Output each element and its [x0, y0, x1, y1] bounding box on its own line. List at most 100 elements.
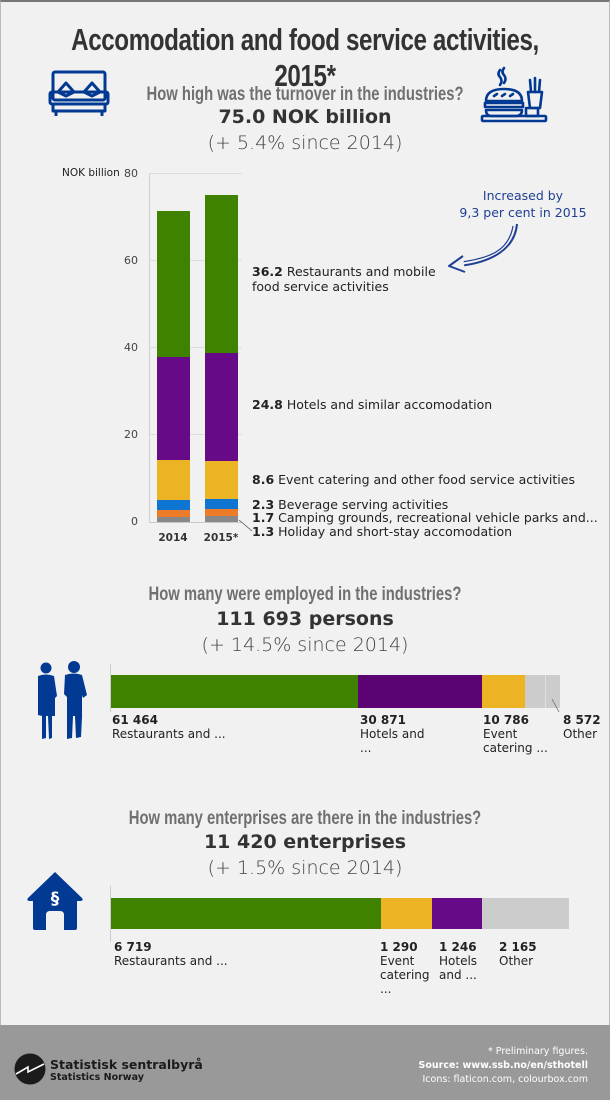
svg-text:§: § [51, 889, 60, 909]
bar-segment-holiday[interactable] [205, 516, 238, 522]
x-axis-line [149, 522, 242, 523]
employment-label-hotels: 30 871 Hotels and ... [360, 713, 424, 755]
bar-segment-hotels[interactable] [205, 353, 238, 461]
bar-segment-camping[interactable] [205, 509, 238, 516]
gridline [150, 260, 242, 261]
source-link[interactable]: Source: www.ssb.no/en/sthotell [418, 1060, 588, 1071]
segment-label-line2: ... [360, 741, 372, 755]
bar-2015[interactable] [205, 195, 238, 522]
bar-2014[interactable] [157, 211, 190, 522]
legend-label: Camping grounds, recreational vehicle pa… [278, 510, 598, 525]
curved-arrow-icon [445, 222, 525, 286]
segment-value: 8 572 [563, 713, 601, 727]
y-tick-80: 80 [124, 167, 138, 180]
bar-segment-beverage[interactable] [205, 499, 238, 509]
ssb-logo-icon [14, 1053, 46, 1089]
legend-value: 36.2 [252, 264, 283, 279]
segment-value: 1 290 [380, 940, 418, 954]
employment-bar-restaurants[interactable] [111, 675, 358, 708]
legend-value: 1.3 [252, 524, 275, 539]
legend-value: 1.7 [252, 510, 275, 525]
enterprises-label-other: 2 165 Other [499, 940, 537, 968]
turnover-headline: 75.0 NOK billion [218, 106, 392, 128]
legend-beverage: 2.3 Beverage serving activities [252, 498, 448, 511]
leader-line [551, 698, 561, 718]
gridline [150, 434, 242, 435]
bar-baseline [110, 886, 111, 942]
employment-bar-event-catering[interactable] [482, 675, 525, 708]
employment-bar-other-b[interactable] [545, 675, 560, 708]
legend-value: 2.3 [252, 497, 275, 512]
enterprises-bar-restaurants[interactable] [111, 898, 381, 929]
segment-label: Restaurants and ... [114, 954, 228, 968]
legend-label: Holiday and short-stay accomodation [278, 524, 513, 539]
bar-segment-event-catering[interactable] [205, 461, 238, 499]
legend-value: 24.8 [252, 397, 283, 412]
legend-label: Hotels and similar accomodation [286, 397, 493, 412]
y-tick-40: 40 [124, 341, 138, 354]
segment-label: Other [499, 954, 534, 968]
annotation-line1: Increased by [482, 188, 564, 203]
turnover-change: (+ 5.4% since 2014) [207, 132, 403, 154]
x-label-2014: 2014 [158, 532, 188, 544]
enterprises-change: (+ 1.5% since 2014) [207, 857, 403, 879]
infographic-panel [0, 0, 610, 1025]
turnover-question: How high was the turnover in the industr… [146, 84, 464, 105]
bar-segment-holiday[interactable] [157, 517, 190, 522]
employment-bar-other-a[interactable] [525, 675, 545, 708]
bar-segment-event-catering[interactable] [157, 460, 190, 500]
enterprises-bar-hotels[interactable] [432, 898, 482, 929]
enterprises-label-restaurants: 6 719 Restaurants and ... [114, 940, 228, 968]
enterprises-bar-other[interactable] [482, 898, 569, 929]
logo-name: Statistisk sentralbyrå [50, 1057, 203, 1072]
segment-label-line2: catering ... [483, 741, 548, 755]
legend-label: Event catering and other food service ac… [278, 472, 575, 487]
segment-label: Other [563, 727, 598, 741]
enterprises-question: How many enterprises are there in the in… [128, 808, 482, 829]
employment-label-restaurants: 61 464 Restaurants and ... [112, 713, 226, 741]
legend-restaurants: 36.2 Restaurants and mobile food service… [252, 264, 436, 294]
enterprises-headline: 11 420 enterprises [203, 831, 407, 853]
bar-segment-camping[interactable] [157, 510, 190, 517]
segment-label: Restaurants and ... [112, 727, 226, 741]
bar-segment-restaurants[interactable] [157, 211, 190, 357]
y-axis-label: NOK billion [62, 167, 120, 179]
segment-label: Hotels [439, 954, 478, 968]
legend-label: Beverage serving activities [278, 497, 449, 512]
segment-label: Hotels and [360, 727, 425, 741]
x-label-2015: 2015* [203, 532, 239, 544]
page-title: Accomodation and food service activities… [71, 22, 539, 93]
employment-label-event-catering: 10 786 Event catering ... [483, 713, 548, 755]
bar-segment-hotels[interactable] [157, 357, 190, 460]
employment-label-other: 8 572 Other [563, 713, 601, 741]
legend-label-line2: food service activities [252, 279, 389, 294]
footer: Statistisk sentralbyrå Statistics Norway… [0, 1025, 610, 1100]
icons-credit: Icons: flaticon.com, colourbox.com [422, 1074, 589, 1085]
y-tick-60: 60 [124, 254, 138, 267]
footer-notes: * Preliminary figures. Source: www.ssb.n… [419, 1045, 588, 1087]
legend-hotels: 24.8 Hotels and similar accomodation [252, 397, 492, 412]
segment-label-line3: ... [380, 982, 392, 996]
employment-change: (+ 14.5% since 2014) [201, 634, 409, 656]
segment-value: 6 719 [114, 940, 152, 954]
people-silhouette-icon [30, 658, 90, 747]
enterprises-bar-event-catering[interactable] [381, 898, 432, 929]
enterprises-label-hotels: 1 246 Hotels and ... [439, 940, 477, 982]
y-axis-line [149, 173, 150, 523]
employment-bar-hotels[interactable] [358, 675, 482, 708]
segment-value: 2 165 [499, 940, 537, 954]
segment-label-line2: and ... [439, 968, 477, 982]
segment-value: 10 786 [483, 713, 529, 727]
gridline [150, 347, 242, 348]
segment-value: 30 871 [360, 713, 406, 727]
segment-label-line2: catering [380, 968, 430, 982]
bar-segment-beverage[interactable] [157, 500, 190, 510]
segment-label: Event [483, 727, 518, 741]
bed-icon [48, 70, 110, 124]
segment-value: 1 246 [439, 940, 477, 954]
preliminary-note: * Preliminary figures. [488, 1046, 588, 1057]
bar-segment-restaurants[interactable] [205, 195, 238, 353]
enterprises-label-event-catering: 1 290 Event catering ... [380, 940, 430, 996]
legend-holiday: 1.3 Holiday and short-stay accomodation [252, 525, 512, 538]
segment-value: 61 464 [112, 713, 158, 727]
